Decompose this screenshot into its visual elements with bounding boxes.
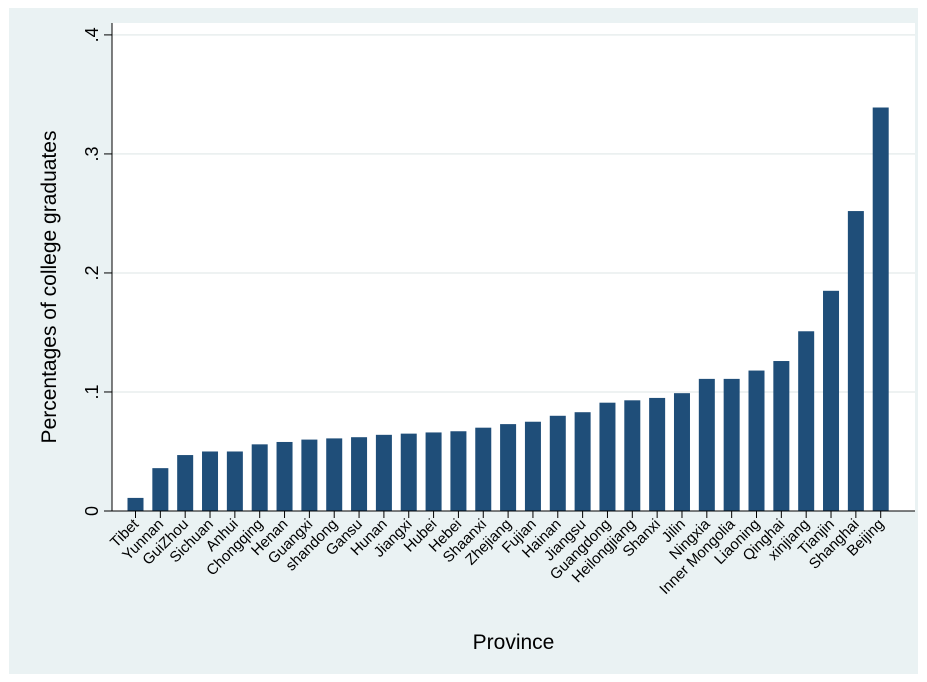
bar [301,439,318,511]
bar [177,455,194,511]
bar [351,437,368,511]
bar [276,441,293,511]
x-axis-ticks: TibetYunnanGuiZhouSichuanAnhuiChongqingH… [107,511,888,598]
chart-frame: 0 .1 .2 .3 .4 Tibet Yunnan GuiZhou Sichuan Anhui… [9,8,918,674]
bar [425,432,442,511]
bar [251,444,268,511]
y-tick-label: .1 [82,384,102,399]
bar [773,361,790,511]
bar [673,393,690,511]
bar [475,427,492,511]
bar [574,412,591,511]
bar [400,433,417,511]
bar [524,421,541,511]
bar [872,107,889,511]
bar [649,397,666,511]
bar [549,415,566,511]
bar [226,451,243,511]
y-axis-title: Percentages of college graduates [38,131,61,444]
bar [450,431,467,511]
bar [723,378,740,511]
bar [500,424,517,511]
x-axis-title: Province [473,631,555,654]
y-axis-ticks: 0 .1 .2 .3 .4 [82,27,112,516]
bar [798,331,815,511]
y-tick-label: .3 [82,146,102,161]
bar [698,378,715,511]
bar [375,434,392,511]
bar [823,290,840,511]
y-tick-label: .4 [82,27,102,42]
bar [202,451,219,511]
bar [599,402,616,511]
bar [127,497,144,511]
bars [127,107,889,511]
bar [748,370,765,511]
bar [624,400,641,511]
y-tick-label: .2 [82,265,102,280]
y-tick-label: 0 [82,506,102,516]
bar [152,468,169,511]
bar [847,211,864,511]
bar [326,438,343,511]
bar-chart: 0 .1 .2 .3 .4 TibetYunnanGuiZhouSichuanAnhui… [38,23,915,654]
